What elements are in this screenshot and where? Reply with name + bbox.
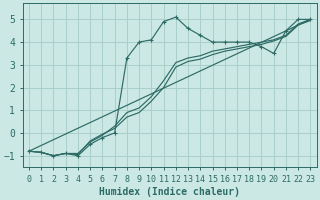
X-axis label: Humidex (Indice chaleur): Humidex (Indice chaleur) — [99, 186, 240, 197]
